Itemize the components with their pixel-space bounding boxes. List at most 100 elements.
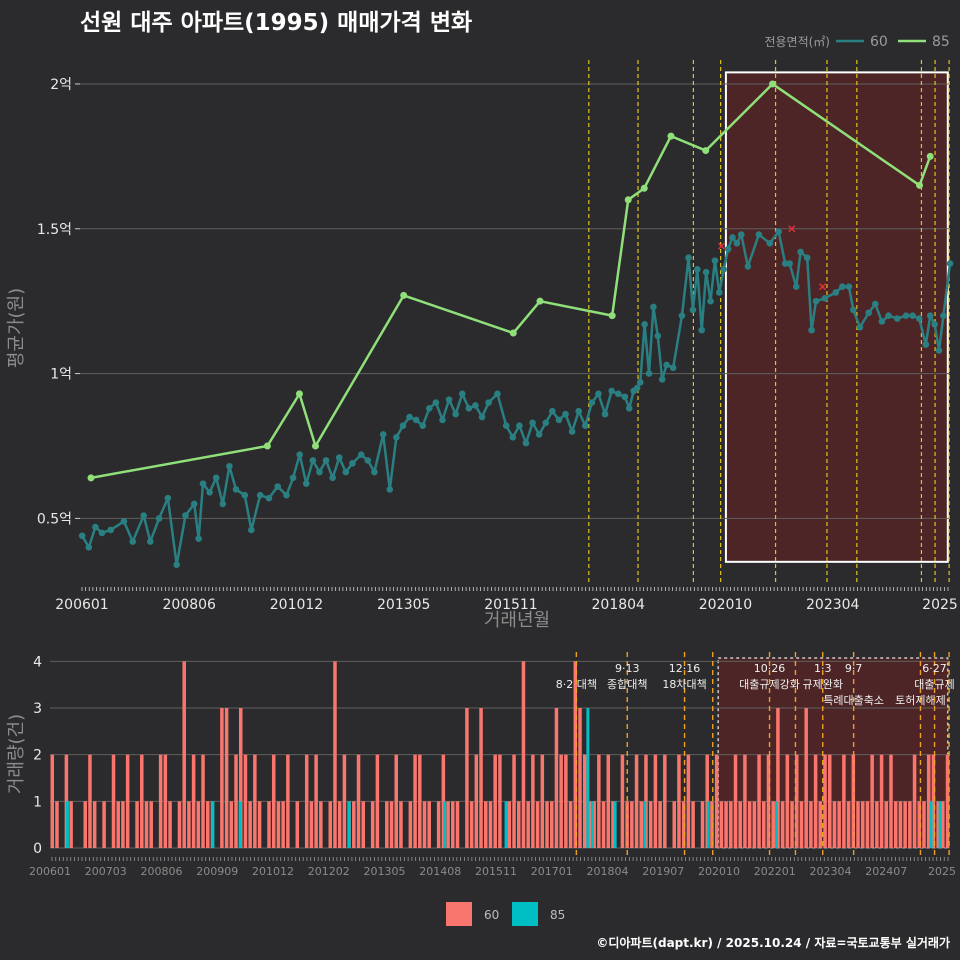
series-60-point	[755, 231, 763, 238]
bar-85	[65, 801, 69, 848]
outlier-mark	[717, 242, 726, 250]
bar-60	[276, 801, 281, 848]
bar-60	[842, 754, 846, 848]
policy-event-label: 특례대출축소	[823, 694, 884, 707]
legend-label-85: 85	[932, 34, 950, 50]
series-60-point	[555, 416, 563, 424]
x-tick-label: 200601	[55, 597, 108, 613]
bar-60	[691, 801, 695, 848]
bar-60	[578, 708, 582, 848]
bar-60	[469, 801, 474, 848]
chart-title: 선원 대주 아파트(1995) 매매가격 변화	[80, 10, 472, 36]
policy-event-date: 9·13	[615, 662, 640, 675]
bar-60	[681, 801, 686, 848]
bar-60	[630, 801, 634, 848]
bar-60	[385, 801, 389, 848]
policy-event-label: 18차대책	[662, 678, 706, 691]
x-tick-label: 202010	[699, 597, 752, 613]
series-60-point	[562, 410, 569, 418]
series-60-point	[636, 378, 644, 386]
series-60-point	[529, 419, 536, 427]
series-85-point	[702, 147, 710, 155]
series-60-point	[195, 535, 202, 542]
bar-60	[587, 801, 592, 848]
bar-60	[479, 708, 483, 848]
bar-60	[83, 801, 87, 848]
series-85-point	[311, 442, 319, 450]
series-60-point	[654, 332, 662, 340]
bar-60	[535, 801, 540, 848]
series-60-point	[412, 416, 420, 424]
series-60-point	[707, 297, 714, 305]
series-60-point	[839, 283, 846, 290]
series-85-point	[295, 390, 303, 398]
bar-60	[92, 801, 97, 848]
bar-60	[747, 801, 752, 848]
bar-60	[846, 801, 851, 848]
series-60-point	[689, 306, 697, 314]
series-60-point	[274, 483, 282, 490]
bar-60	[328, 801, 333, 848]
bar-60	[856, 801, 860, 848]
series-85-point	[926, 152, 934, 160]
policy-event-date: 6·27	[922, 662, 947, 675]
bar-60	[931, 754, 936, 848]
series-60-point	[241, 491, 249, 499]
bar-60	[342, 754, 347, 848]
x-tick-label: 202304	[806, 597, 860, 613]
series-60-point	[445, 396, 453, 403]
bar-60	[234, 754, 238, 848]
bar-60	[926, 754, 931, 848]
series-60-point	[601, 410, 609, 418]
series-60-point	[309, 457, 317, 464]
bottom-y-tick-label: 4	[33, 654, 42, 670]
series-60-point	[399, 422, 407, 430]
bar-85	[590, 801, 594, 848]
series-60-point	[614, 390, 622, 398]
series-60-point	[885, 312, 892, 319]
series-60-point	[821, 294, 829, 302]
series-60-point	[329, 474, 336, 482]
bar-60	[163, 754, 168, 848]
bar-60	[663, 754, 667, 848]
bar-60	[177, 801, 182, 848]
bar-60	[620, 754, 625, 848]
bar-60	[545, 801, 549, 848]
bar-85	[211, 801, 215, 848]
bar-60	[399, 801, 403, 848]
bar-60	[102, 801, 106, 848]
series-60-point	[419, 422, 427, 430]
series-60-point	[296, 451, 303, 458]
series-60-point	[173, 561, 180, 569]
policy-event-label: 8·2 대책	[556, 678, 597, 691]
series-60-point	[248, 526, 255, 534]
bar-60	[903, 801, 907, 848]
volume-plot: 0 1 2 3 4 8·2 대책 9·13 종합대책 12·16 18차대책 10·26 대출규제강화…	[29, 652, 956, 878]
bar-60	[281, 801, 285, 848]
bar-60	[757, 754, 761, 848]
series-60-point	[744, 263, 752, 270]
series-85-point	[608, 312, 616, 320]
series-60-point	[720, 266, 728, 273]
series-60-point	[289, 474, 297, 482]
bar-60	[639, 801, 644, 848]
series-60-point	[349, 460, 356, 467]
series-85-point	[509, 329, 517, 337]
series-60-point	[458, 390, 466, 398]
policy-event-date: 10·26	[754, 662, 786, 675]
bar-60	[766, 754, 771, 848]
bar-60	[724, 801, 728, 848]
x-tick-label: 200806	[163, 597, 217, 613]
bottom-x-tick-label: 201305	[364, 865, 406, 878]
bar-60	[776, 708, 780, 848]
bottom-x-tick-label: 201804	[587, 865, 629, 878]
bottom-x-tick-label: 201511	[475, 865, 517, 878]
bar-60	[653, 754, 658, 848]
bar-60	[253, 754, 257, 848]
bottom-x-tick-label: 200909	[196, 865, 238, 878]
bar-60	[50, 754, 55, 848]
bar-60	[879, 754, 884, 848]
bar-60	[700, 801, 705, 848]
bar-60	[408, 801, 413, 848]
policy-event-label: 대출규제강화	[739, 678, 800, 691]
